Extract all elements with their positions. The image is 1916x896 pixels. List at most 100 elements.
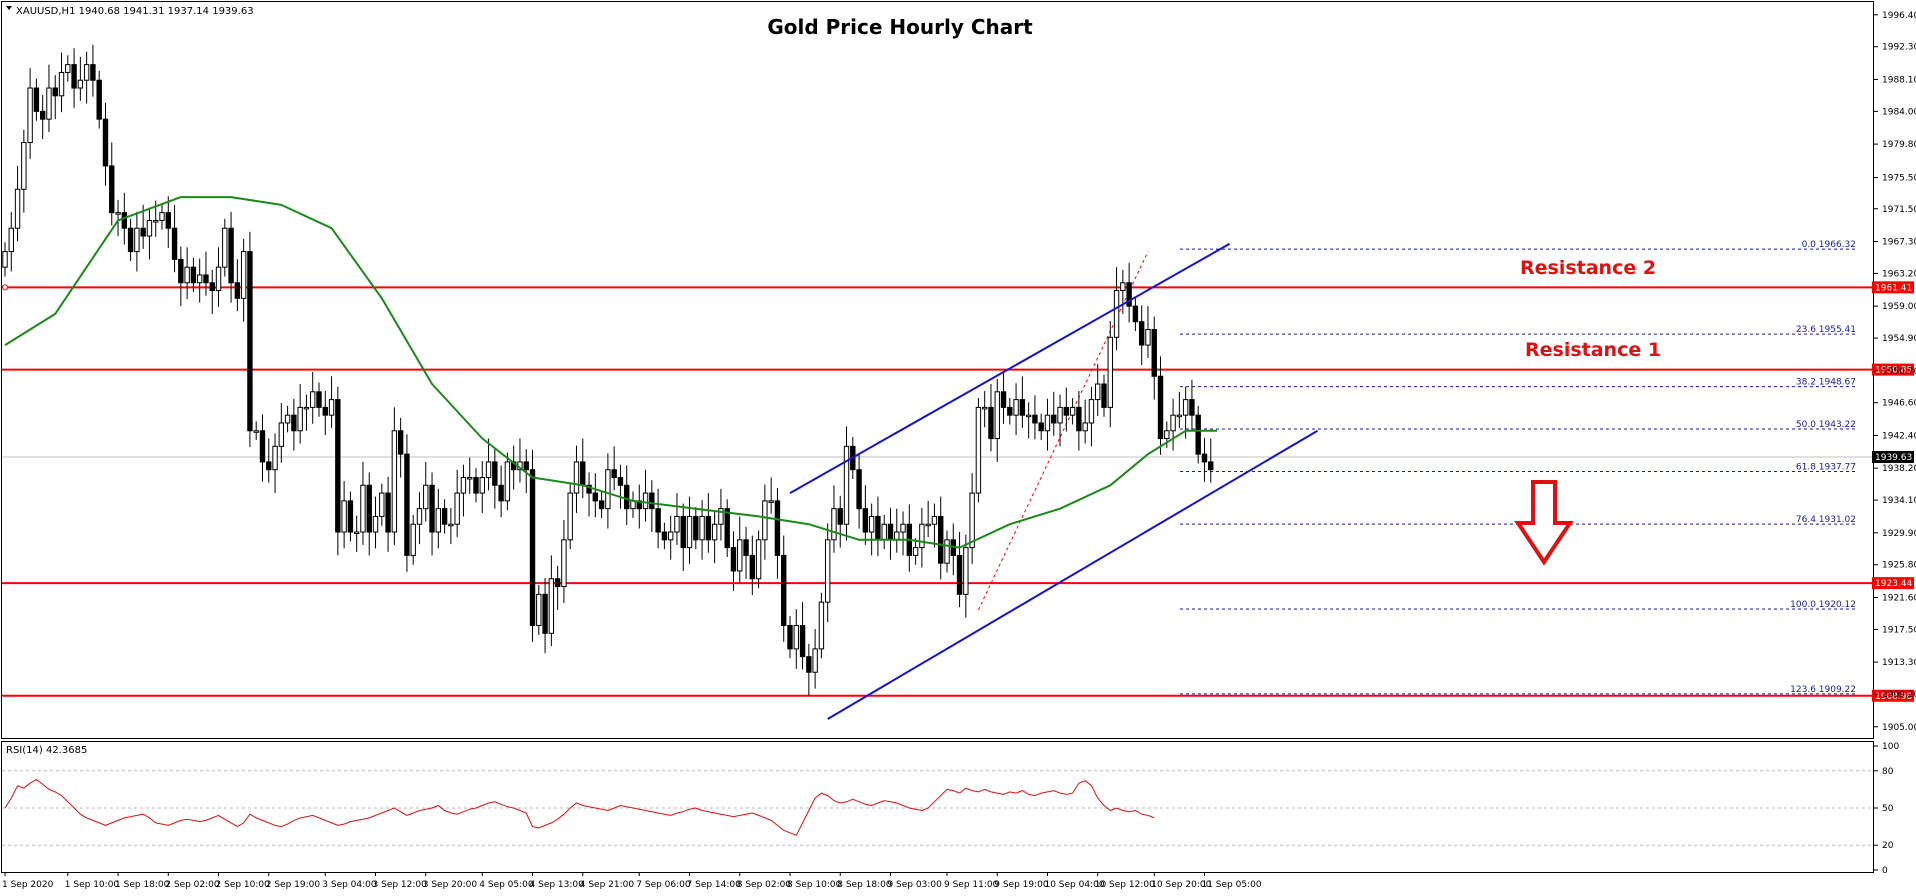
candle-body [379,492,385,517]
candle-body [812,648,818,673]
candle-body [492,461,498,486]
time-tick-label: 2 Sep 02:00 [165,880,220,890]
time-tick-label: 3 Sep 12:00 [373,880,428,890]
candle-body [196,274,203,284]
rsi-line [4,778,1155,836]
fib-level-label: 23.6 1955.41 [1796,325,1856,335]
candle-body [316,391,322,408]
chart-title: Gold Price Hourly Chart [767,15,1033,39]
candle-body [1151,328,1157,377]
candle-body [328,399,335,416]
candle-body [749,554,756,580]
time-tick-label: 1 Sep 10:00 [65,880,120,890]
candle-body [1057,406,1063,424]
candle-body [837,508,843,525]
candle-body [429,484,435,533]
candle-body [1013,399,1019,416]
candle-body [919,523,925,549]
candle-body [1182,399,1189,416]
candle-body [448,523,454,527]
candle-body [1063,406,1070,416]
time-tick-label: 8 Sep 18:00 [837,880,892,890]
time-tick-label: 9 Sep 03:00 [887,880,942,890]
candle-body [391,430,398,533]
candle-body [52,87,58,97]
price-tick-label: 1942.40 [1882,431,1916,441]
candle-body [705,515,712,541]
candle-body [247,251,253,432]
level-price-tag [1872,281,1914,294]
candle-body [33,87,40,112]
candle-body [523,461,529,471]
ma-line [4,196,1217,549]
candle-body [460,476,467,494]
time-tick-label: 10 Sep 04:00 [1044,880,1104,890]
candle-body [1208,461,1214,471]
level-price-tag-label: 1923.44 [1875,579,1912,589]
candle-body [573,461,580,494]
candle-body [1189,399,1195,416]
candle-body [165,212,171,229]
time-tick-label: 8 Sep 02:00 [737,880,792,890]
fib-level-label: 38.2 1948.67 [1796,378,1856,388]
price-tick-label: 1954.90 [1882,334,1916,344]
time-tick-label: 7 Sep 14:00 [687,880,742,890]
time-tick-label: 4 Sep 13:00 [530,880,585,890]
candle-body [1000,391,1007,408]
candle-body [1107,336,1113,408]
candle-body [1113,290,1120,338]
candle-body [938,515,944,564]
time-tick-label: 10 Sep 20:00 [1151,880,1211,890]
candle-body [799,625,806,658]
candle-body [611,469,617,478]
candle-body [561,539,567,588]
candle-body [2,251,8,268]
price-tick-label: 1996.40 [1882,11,1916,21]
candle-body [711,523,718,541]
candle-body [1051,414,1057,424]
fib-level-label: 123.6 1909.22 [1790,685,1856,695]
channel-upper-line [789,242,1231,494]
price-tick-label: 1905.00 [1882,723,1916,733]
candle-body [121,212,128,229]
price-tick-label: 1946.60 [1882,399,1916,409]
candle-body [824,539,831,603]
candle-body [1101,383,1107,408]
candle-body [404,453,410,556]
candle-body [1007,406,1013,416]
candle-body [27,87,33,144]
candle-body [1032,414,1038,424]
candle-body [303,406,310,410]
price-tick-label: 1950.70 [1882,367,1916,377]
candle-body [875,515,881,541]
candle-body [360,484,366,533]
candle-body [1145,328,1151,346]
price-tick-label: 1988.10 [1882,75,1916,85]
candle-body [624,484,630,510]
candle-body [190,266,197,284]
candle-body [975,406,982,494]
candle-body [65,64,71,73]
time-tick-label: 2 Sep 10:00 [216,880,271,890]
symbol-dropdown-icon[interactable] [6,6,12,10]
level-price-tag-label: 1908.98 [1875,692,1912,702]
candle-body [536,593,542,627]
candle-body [887,523,894,541]
candle-body [1076,406,1082,432]
candle-body [981,406,988,410]
candle-body [674,515,680,533]
time-tick-label: 11 Sep 05:00 [1201,880,1261,890]
candle-body [278,422,285,447]
candle-body [1088,399,1095,424]
time-tick-label: 2 Sep 19:00 [266,880,321,890]
price-tick-label: 1967.30 [1882,237,1916,247]
candle-body [423,484,429,510]
candle-body [956,554,963,595]
current-price-tag [1872,451,1914,464]
price-tick-label: 1984.00 [1882,107,1916,117]
down-arrow-icon [1514,480,1574,566]
candle-body [806,656,812,673]
rsi-label: RSI(14) 42.3685 [6,745,87,756]
candle-body [504,461,511,502]
